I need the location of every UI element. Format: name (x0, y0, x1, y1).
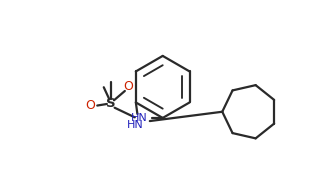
Text: HN: HN (131, 113, 148, 123)
Text: O: O (123, 79, 133, 93)
Text: O: O (85, 99, 95, 112)
Text: S: S (106, 97, 116, 111)
Text: HN: HN (126, 120, 143, 130)
